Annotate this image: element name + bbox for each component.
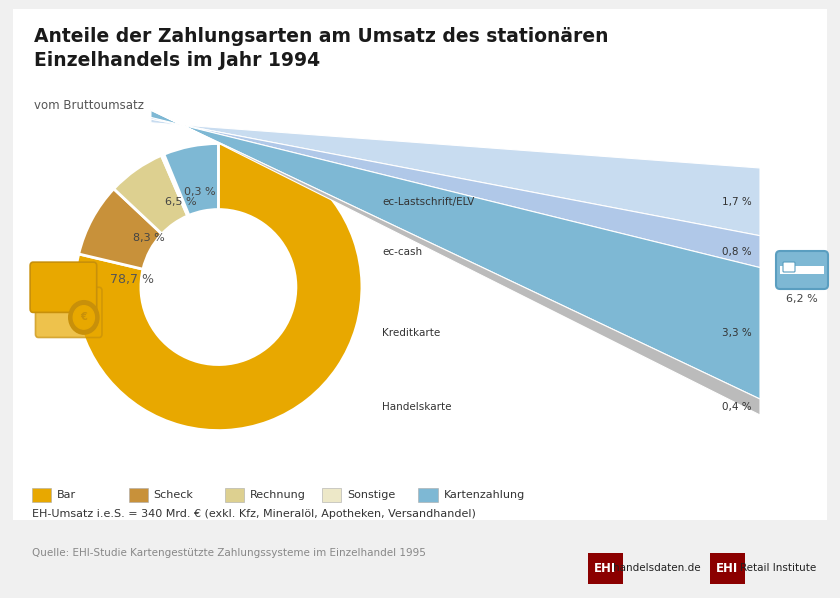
Text: Kreditkarte: Kreditkarte xyxy=(382,328,441,338)
Text: ec-cash: ec-cash xyxy=(382,246,423,257)
Text: handelsdaten.de: handelsdaten.de xyxy=(613,563,701,573)
Circle shape xyxy=(73,306,94,329)
Wedge shape xyxy=(75,144,362,431)
Text: vom Bruttoumsatz: vom Bruttoumsatz xyxy=(34,99,144,112)
Text: Sonstige: Sonstige xyxy=(347,490,395,499)
FancyBboxPatch shape xyxy=(588,553,623,584)
Text: Scheck: Scheck xyxy=(154,490,193,499)
Text: Kartenzahlung: Kartenzahlung xyxy=(444,490,525,499)
Bar xyxy=(780,266,824,274)
Text: 0,4 %: 0,4 % xyxy=(722,402,752,412)
FancyBboxPatch shape xyxy=(776,251,828,289)
Circle shape xyxy=(69,301,99,334)
Text: 78,7 %: 78,7 % xyxy=(110,273,155,286)
Text: €: € xyxy=(81,312,87,322)
Polygon shape xyxy=(151,117,760,267)
Text: Quelle: EHI-Studie Kartengestützte Zahlungssysteme im Einzelhandel 1995: Quelle: EHI-Studie Kartengestützte Zahlu… xyxy=(32,548,426,557)
FancyBboxPatch shape xyxy=(783,262,795,272)
FancyBboxPatch shape xyxy=(35,287,102,337)
Text: 0,8 %: 0,8 % xyxy=(722,246,752,257)
Wedge shape xyxy=(161,154,189,216)
Wedge shape xyxy=(164,144,218,215)
Text: Rechnung: Rechnung xyxy=(250,490,307,499)
Text: Handelskarte: Handelskarte xyxy=(382,402,452,412)
Text: EH-Umsatz i.e.S. = 340 Mrd. € (exkl. Kfz, Mineralöl, Apotheken, Versandhandel): EH-Umsatz i.e.S. = 340 Mrd. € (exkl. Kfz… xyxy=(32,509,475,520)
Polygon shape xyxy=(151,119,760,236)
Text: 1,7 %: 1,7 % xyxy=(722,197,752,207)
Polygon shape xyxy=(151,109,760,415)
Text: EHI: EHI xyxy=(717,562,738,575)
Text: ec-Lastschrift/ELV: ec-Lastschrift/ELV xyxy=(382,197,475,207)
FancyBboxPatch shape xyxy=(30,262,97,312)
Wedge shape xyxy=(113,155,187,234)
Polygon shape xyxy=(151,110,760,399)
Text: EHI: EHI xyxy=(595,562,617,575)
Text: Retail Institute: Retail Institute xyxy=(741,563,816,573)
Text: 6,2 %: 6,2 % xyxy=(786,294,818,304)
Wedge shape xyxy=(79,189,162,269)
Text: 6,5 %: 6,5 % xyxy=(165,197,197,208)
Text: Anteile der Zahlungsarten am Umsatz des stationären
Einzelhandels im Jahr 1994: Anteile der Zahlungsarten am Umsatz des … xyxy=(34,27,608,70)
FancyBboxPatch shape xyxy=(710,553,745,584)
Text: Bar: Bar xyxy=(57,490,76,499)
Text: 3,3 %: 3,3 % xyxy=(722,328,752,338)
Text: 0,3 %: 0,3 % xyxy=(184,187,216,197)
Text: 8,3 %: 8,3 % xyxy=(133,233,165,243)
